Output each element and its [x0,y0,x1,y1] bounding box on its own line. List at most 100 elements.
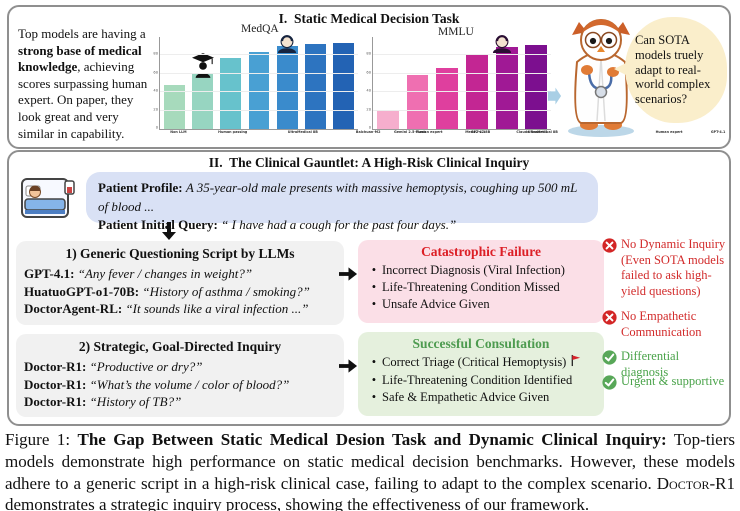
y-tick-label: 60 [366,70,371,75]
gridline [373,91,551,93]
down-arrow-icon [161,222,177,246]
red-cross-icon [602,309,617,340]
bar-human-expert [276,46,298,129]
transition-arrow-icon [547,87,562,110]
bar-column [521,37,551,129]
bar-label: Gemini 2.5-Flash [393,130,426,134]
bar-label: UltraMedical 8B [288,130,319,134]
red-cross-icon [602,237,617,299]
bullet-dot: • [371,390,377,405]
bar-label-column: Human passing [198,130,267,139]
y-tick-label: 40 [366,88,371,93]
bar-label: GPT-4.1 [471,130,486,134]
llm-quote: “Any fever / changes in weight?” [77,266,253,281]
bullet-dot: • [371,263,377,277]
failure-bullet: • Incorrect Diagnosis (Viral Infection) [366,262,596,279]
doctor-r1-quote: “History of TB?” [89,394,182,409]
llm-speaker: GPT-4.1: [24,266,78,281]
bar-column [432,37,462,129]
bar-label: UltraMedical 8B [527,130,559,134]
doctor-r1-line: Doctor-R1: “Productive or dry?” [24,358,336,376]
y-tick-label: 40 [153,88,158,93]
y-tick-label: 0 [368,125,371,130]
bar-label-column: GPT-4.1 [701,130,735,139]
bullet-dot: • [371,297,377,312]
graduate-icon [192,53,214,83]
bullet-dot: • [371,355,377,369]
success-bullet-text: Life-Threatening Condition Identified [382,373,573,388]
gridline [160,72,358,74]
annotation-text: No Dynamic Inquiry (Even SOTA models fai… [621,237,726,298]
bullet-dot: • [371,373,377,388]
speech-bubble-text: Can SOTA models truely adapt to real-wor… [635,33,711,107]
patient-in-bed-icon [20,175,78,224]
bar-column [403,37,433,129]
bar-label-column: Human expert [397,130,461,139]
success-bullet: • Life-Threatening Condition Identified [366,372,596,389]
success-bullet-text: Safe & Empathetic Advice Given [382,390,550,405]
annotation-urgent-supportive: Urgent & supportive [602,374,728,395]
llm-speaker: DoctorAgent-RL: [24,301,126,316]
caption-smallcaps: Doctor-R1 [656,473,735,493]
bar-label-column: UltraMedical 8B [267,130,339,139]
bar-column [462,37,492,129]
patient-info-box: Patient Profile: A 35-year-old male pres… [86,172,598,232]
doctor-r1-speaker: Doctor-R1: [24,359,90,374]
catastrophic-failure-box: Catastrophic Failure • Incorrect Diagnosi… [358,240,604,323]
box1-title: 1) Generic Questioning Script by LLMs [65,246,295,261]
green-check-icon [602,374,617,395]
medqa-chart: MedQA 0 20 40 60 80 [146,15,548,145]
figure-caption: Figure 1: The Gap Between Static Medical… [5,429,735,511]
bar-label-column: UltraMedical 8B [507,130,579,139]
llm-line: HuatuoGPT-o1-70B: “History of asthma / s… [24,283,336,301]
bar-label: Human expert [415,130,443,134]
bar-label: Non LLM [170,130,187,134]
bar-label-column: Gemini 2.5-Flash [372,130,448,139]
bar-column [373,37,403,129]
intro-bold: strong base of medical knowledge [18,42,142,75]
medqa-plot: 0 20 40 60 80 [153,35,358,130]
bar-non-llm [163,84,185,129]
failure-bullet: • Life-Threatening Condition Missed [366,279,596,296]
bar-label: Human expert [655,130,683,134]
bar-label: Claude Sonnet 4 [516,130,548,134]
box2-title: 2) Strategic, Goal-Directed Inquiry [78,339,282,354]
failure-bullet: • Unsafe Advice Given [366,296,596,313]
bar-label-column: GPT-4.1 [461,130,495,139]
generic-script-box: 1) Generic Questioning Script by LLMs GP… [16,241,344,325]
annotation-differential-diagnosis: Differential diagnosis [602,349,728,380]
annotation-no-dynamic-inquiry: No Dynamic Inquiry (Even SOTA models fai… [602,237,728,299]
bar-ultramedical-8b [220,58,242,129]
gridline [160,91,358,93]
bar-ultramedical-8b [436,68,459,129]
y-tick-label: 80 [153,51,158,56]
bar-label-column: Baichuan-M2 [339,130,397,139]
panel-static-task: I. Static Medical Decision Task Top mode… [7,5,731,149]
doctor-icon [277,33,297,58]
failure-bullet-text: Life-Threatening Condition Missed [382,280,560,295]
panel-clinical-gauntlet: II. The Clinical Gauntlet: A High-Risk C… [7,150,731,426]
bar-column [160,37,188,129]
patient-query-text: “ I have had a cough for the past four d… [221,217,457,232]
y-tick-label: 60 [153,70,158,75]
bar-label-column: Med42-v2-8B [448,130,507,139]
caption-bold: The Gap Between Static Medical Desion Ta… [77,430,667,449]
panel1-title: I. Static Medical Decision Task [278,11,460,26]
bar-column [273,37,301,129]
y-tick-label: 0 [155,125,158,130]
failure-bullet-text: Incorrect Diagnosis (Viral Infection) [382,263,565,277]
doctor-r1-quote: “What’s the volume / color of blood?” [89,376,290,392]
intro-text: Top models are having a strong base of m… [18,26,149,142]
doctor-r1-speaker: Doctor-R1: [24,394,90,409]
panel2-title: II. The Clinical Gauntlet: A High-Risk C… [208,155,530,170]
patient-query-label: Patient Initial Query: [98,217,222,232]
annotation-no-empathetic-communication: No Empathetic Communication [602,309,728,340]
right-arrow-icon [339,266,358,287]
bar-label: Baichuan-M2 [355,130,381,134]
gridline [373,109,551,111]
bar-column [188,37,216,129]
successful-consultation-box: Successful Consultation • Correct Triage … [358,332,604,416]
patient-query-line: Patient Initial Query: “ I have had a co… [98,216,586,235]
speech-bubble-tail [614,61,630,77]
bar-column [245,37,273,129]
